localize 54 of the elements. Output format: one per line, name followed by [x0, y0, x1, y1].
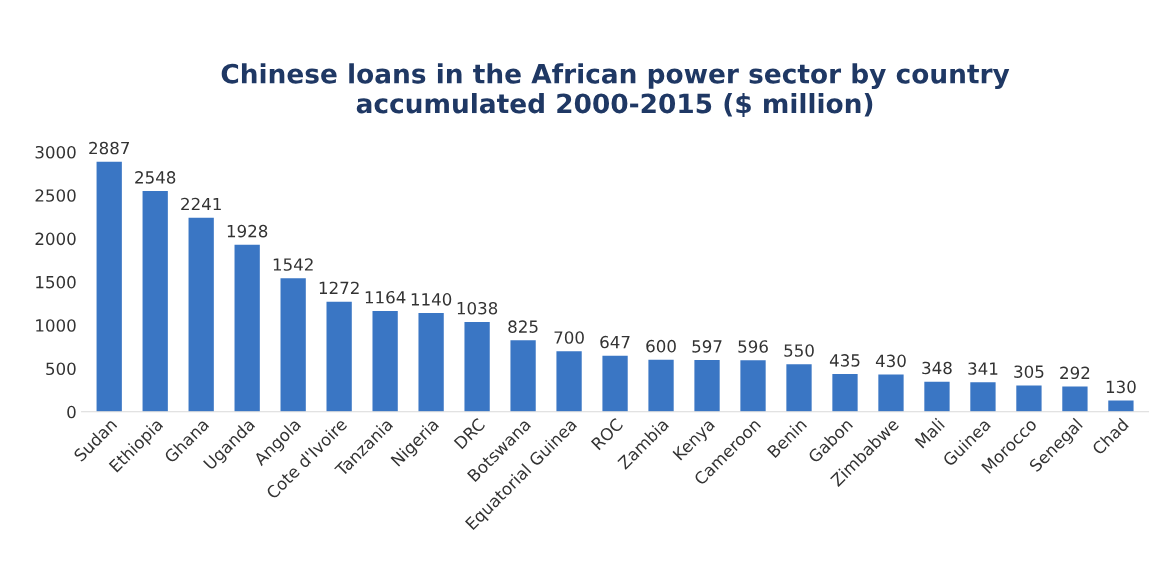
y-tick-label: 1500 [36, 275, 76, 289]
bar [510, 340, 536, 412]
y-tick-label: 2000 [35, 232, 76, 246]
bar [970, 382, 996, 412]
data-label: 1542 [273, 258, 313, 271]
bar [418, 313, 444, 412]
data-label: 435 [829, 354, 860, 367]
bar [602, 355, 628, 412]
y-tick-label: 3000 [35, 145, 76, 159]
data-label: 596 [738, 340, 768, 353]
data-label: 2241 [181, 197, 221, 211]
bar [372, 310, 398, 412]
data-label: 600 [646, 339, 676, 353]
bar [280, 278, 306, 412]
data-label: 700 [554, 331, 584, 344]
data-label: 1140 [411, 293, 452, 306]
bar [464, 321, 490, 412]
chart-title: Chinese loans in the African power sector by country accumulated 2000-2015 ($ million) [221, 63, 1010, 117]
bar [832, 374, 858, 412]
data-label: 1164 [365, 290, 406, 304]
bar [96, 161, 122, 412]
data-label: 292 [1060, 366, 1090, 380]
data-label: 1272 [319, 281, 359, 294]
bar [740, 360, 766, 412]
bar [878, 374, 904, 412]
bar [924, 381, 950, 412]
bar [1016, 385, 1042, 412]
bar [648, 359, 674, 412]
bar [556, 351, 582, 412]
data-label: 305 [1014, 365, 1044, 378]
bar [188, 217, 214, 412]
bar [786, 364, 812, 412]
bar [234, 244, 260, 412]
data-label: 2548 [135, 171, 176, 184]
data-label: 130 [1106, 380, 1136, 394]
data-label: 2887 [89, 141, 129, 155]
bar [326, 301, 352, 412]
data-label: 550 [784, 344, 814, 357]
data-label: 1928 [227, 224, 268, 238]
y-tick-label: 2500 [35, 189, 76, 202]
data-label: 597 [692, 340, 722, 353]
data-label: 1038 [457, 301, 498, 315]
data-label: 348 [922, 361, 952, 375]
bar [142, 191, 168, 412]
bar [1062, 386, 1088, 412]
data-label: 825 [508, 320, 538, 333]
bar [694, 360, 720, 412]
y-tick-label: 500 [46, 362, 76, 376]
data-label: 430 [875, 354, 906, 368]
bar [1108, 400, 1134, 412]
y-tick-label: 0 [67, 405, 76, 419]
data-label: 647 [600, 335, 630, 349]
data-label: 341 [968, 362, 998, 375]
y-tick-label: 1000 [36, 319, 76, 332]
